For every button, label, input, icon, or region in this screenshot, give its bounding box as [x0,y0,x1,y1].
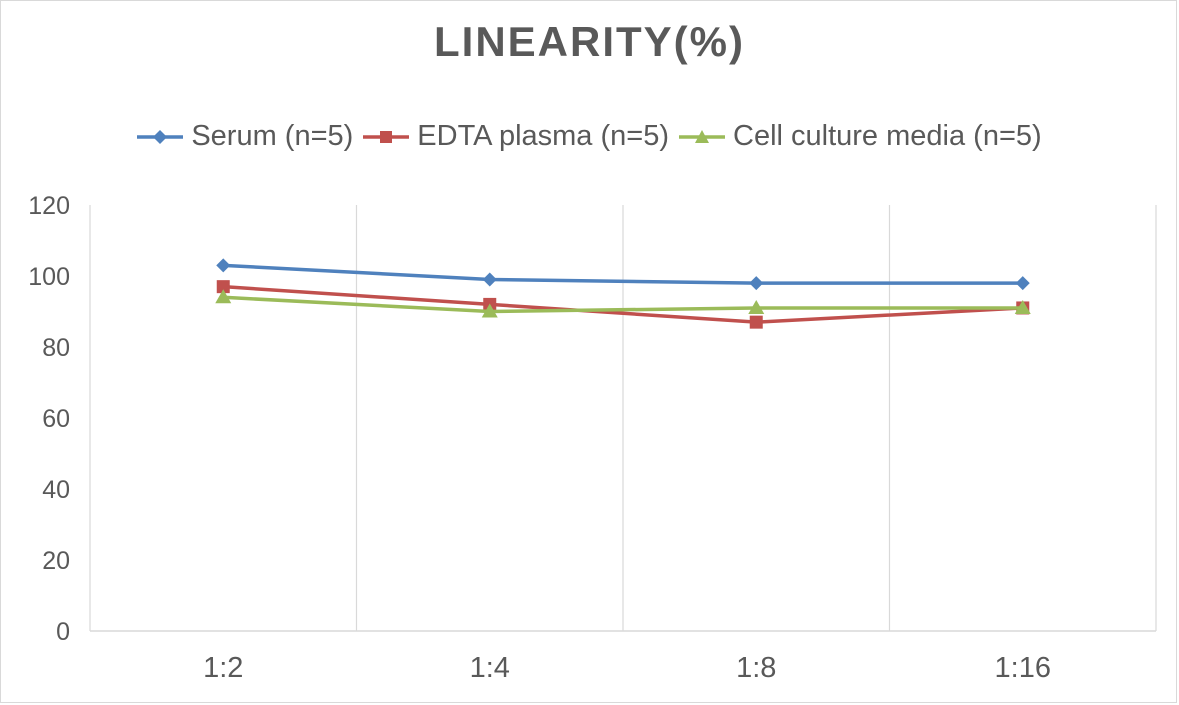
series-line-1 [223,284,1023,324]
data-point-marker [216,280,230,294]
y-tick-label: 120 [28,192,70,220]
series-line-2 [223,295,1023,314]
y-tick-label: 20 [42,547,70,575]
y-tick-label: 100 [28,263,70,291]
data-point-marker [1014,299,1031,314]
x-tick-label: 1:16 [995,652,1051,684]
data-point-marker [749,276,764,291]
series-line-0 [223,263,1023,285]
data-point-marker [482,272,497,287]
data-point-marker [215,289,232,304]
x-tick-label: 1:4 [470,652,510,684]
chart-title: LINEARITY(%) [434,18,745,65]
legend-label-cell-culture-media: Cell culture media (n=5) [733,120,1042,152]
legend-item-cell-culture-media: Cell culture media (n=5) [679,120,1042,153]
x-tick-label: 1:2 [203,652,243,684]
legend-item-edta-plasma: EDTA plasma (n=5) [363,120,669,153]
chart-legend: Serum (n=5) EDTA plasma (n=5) Cell cultu… [0,120,1179,153]
data-point-marker [748,299,765,314]
data-point-marker [749,315,763,329]
data-point-marker [216,258,231,273]
y-tick-label: 80 [42,334,70,362]
y-tick-label: 40 [42,476,70,504]
legend-label-edta-plasma: EDTA plasma (n=5) [417,120,669,152]
legend-swatch-cell-culture-media [679,129,725,143]
legend-swatch-edta-plasma [363,130,410,143]
legend-item-serum: Serum (n=5) [137,120,353,153]
x-tick-label: 1:8 [736,652,776,684]
data-point-marker [1015,276,1030,291]
data-point-marker [481,303,498,318]
legend-swatch-serum [137,129,184,144]
y-tick-label: 60 [42,405,70,433]
legend-label-serum: Serum (n=5) [191,120,354,152]
y-tick-label: 0 [56,618,70,646]
